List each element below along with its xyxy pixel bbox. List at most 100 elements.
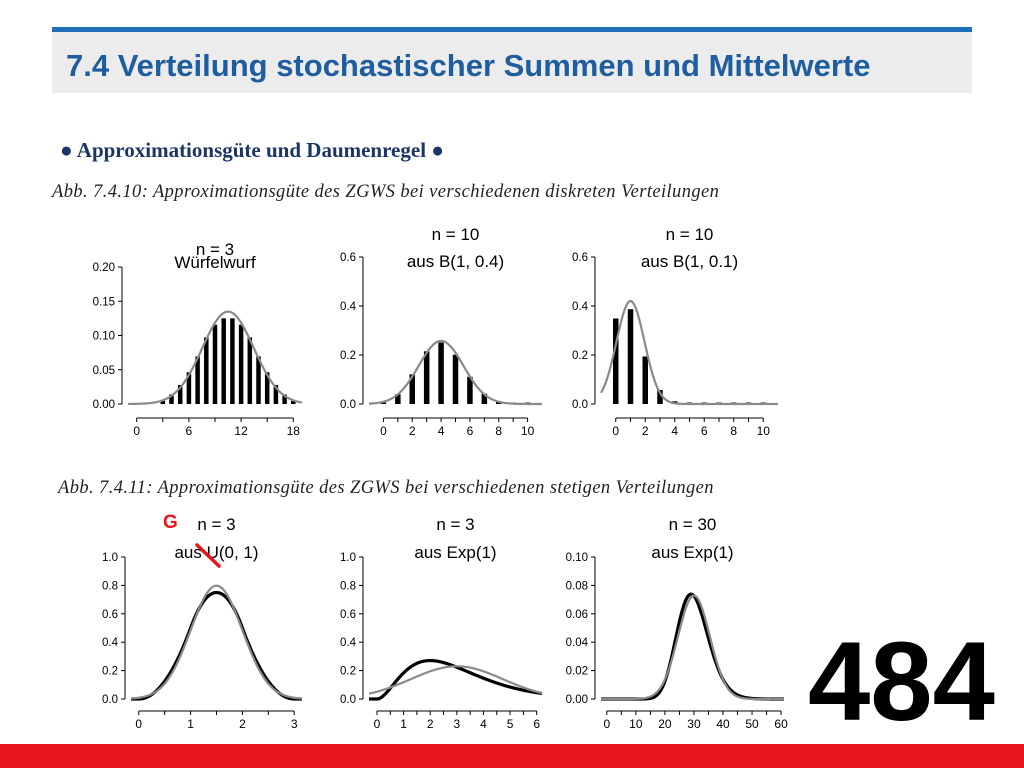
bar — [409, 374, 415, 404]
y-tick-label: 0.10 — [93, 331, 115, 343]
x-tick-label: 20 — [658, 717, 672, 731]
chart-title-dist: aus U(0, 1) — [174, 543, 258, 562]
x-tick-label: 0 — [380, 424, 387, 438]
bar — [395, 394, 401, 404]
bar — [195, 356, 200, 404]
caption-discrete: Abb. 7.4.10: Approximationsgüte des ZGWS… — [52, 182, 720, 202]
bar — [438, 342, 444, 404]
chart-panel-6: n = 30 aus Exp(1) 0.00 0.02 0.04 0.06 0.08 0.10… — [566, 515, 788, 731]
section-subtitle: ● Approximationsgüte und Daumenregel ● — [60, 138, 444, 162]
x-tick-label: 6 — [186, 424, 193, 438]
footer-bar — [0, 744, 1024, 768]
x-tick-label: 2 — [642, 424, 649, 438]
normal-approximation-curve — [368, 665, 543, 695]
x-tick-label: 3 — [453, 717, 460, 731]
chart-title-dist: aus Exp(1) — [414, 543, 496, 562]
y-tick-label: 0.4 — [340, 301, 357, 313]
y-tick-label: 0.4 — [340, 637, 357, 649]
x-tick-label: 10 — [629, 717, 643, 731]
normal-approximation-curve — [130, 584, 303, 700]
bar — [423, 351, 430, 404]
y-tick-label: 0.6 — [102, 609, 118, 621]
caption-continuous: Abb. 7.4.11: Approximationsgüte des ZGWS… — [58, 478, 714, 498]
x-tick-label: 2 — [427, 717, 434, 731]
y-tick-label: 0.8 — [340, 580, 356, 592]
x-tick-label: 6 — [467, 424, 474, 438]
annotation-slash — [195, 543, 221, 568]
bar — [657, 390, 663, 404]
chart-panel-4: n = 3 aus U(0, 1) 0.0 0.2 0.4 0.6 0.8 1.0 0 1 2 3 — [102, 515, 303, 731]
y-tick-label: 0.02 — [566, 666, 588, 678]
x-tick-label: 40 — [716, 717, 730, 731]
x-tick-label: 18 — [287, 424, 301, 438]
bar — [247, 337, 253, 404]
x-tick-label: 6 — [533, 717, 540, 731]
annotation-stroke — [195, 543, 221, 568]
x-tick-label: 1 — [187, 717, 194, 731]
bar — [212, 324, 218, 404]
chart-panel-2: n = 10 aus B(1, 0.4) 0.0 0.2 0.4 0.6 0 2 4 6 8 10 — [340, 225, 542, 438]
normal-approximation-curve — [600, 299, 778, 406]
x-tick-label: 4 — [480, 717, 487, 731]
y-tick-label: 0.2 — [572, 350, 588, 362]
x-tick-label: 2 — [409, 424, 416, 438]
y-tick-label: 0.6 — [572, 252, 588, 264]
x-tick-label: 30 — [687, 717, 701, 731]
x-tick-label: 60 — [774, 717, 788, 731]
y-tick-label: 0.2 — [340, 350, 356, 362]
bar — [613, 318, 619, 404]
x-tick-label: 5 — [507, 717, 514, 731]
normal-approximation-curve — [601, 594, 784, 701]
bar — [380, 402, 387, 404]
y-tick-label: 0.00 — [93, 399, 115, 411]
y-tick-label: 0.06 — [566, 609, 588, 621]
y-tick-label: 0.15 — [93, 296, 115, 308]
y-tick-label: 0.0 — [102, 694, 118, 706]
x-tick-label: 0 — [603, 717, 610, 731]
x-tick-label: 2 — [239, 717, 246, 731]
bar — [291, 400, 296, 404]
bar — [169, 394, 174, 404]
y-tick-label: 0.04 — [566, 637, 589, 649]
y-tick-label: 0.4 — [572, 301, 589, 313]
chart-title-dist: aus Exp(1) — [651, 543, 733, 562]
y-tick-label: 0.6 — [340, 609, 356, 621]
x-tick-label: 4 — [671, 424, 678, 438]
y-tick-label: 0.6 — [340, 252, 356, 264]
y-tick-label: 0.0 — [572, 399, 588, 411]
x-tick-label: 8 — [730, 424, 737, 438]
bar — [642, 356, 648, 404]
x-tick-label: 8 — [495, 424, 502, 438]
chart-title-n: n = 10 — [432, 225, 480, 244]
bar — [204, 337, 209, 404]
slide-number: 484 — [808, 619, 995, 744]
y-tick-label: 0.4 — [102, 637, 119, 649]
chart-title-dist: aus B(1, 0.4) — [407, 252, 504, 271]
x-tick-label: 50 — [745, 717, 759, 731]
x-tick-label: 0 — [133, 424, 140, 438]
y-tick-label: 0.08 — [566, 580, 588, 592]
bar — [627, 309, 634, 404]
x-tick-label: 0 — [374, 717, 381, 731]
normal-approximation-curve — [368, 339, 542, 406]
chart-title-dist: Würfelwurf — [174, 253, 256, 272]
chart-title-n: n = 10 — [666, 225, 714, 244]
normal-approximation-curve — [127, 310, 303, 406]
y-tick-label: 0.00 — [566, 694, 588, 706]
bar — [186, 372, 192, 404]
y-tick-label: 1.0 — [340, 552, 356, 564]
y-tick-label: 0.0 — [340, 694, 356, 706]
bar — [230, 318, 235, 404]
x-tick-label: 0 — [612, 424, 619, 438]
x-tick-label: 4 — [438, 424, 445, 438]
y-tick-label: 0.20 — [93, 262, 115, 274]
x-tick-label: 10 — [757, 424, 771, 438]
bar — [221, 318, 226, 404]
x-tick-label: 1 — [400, 717, 407, 731]
x-tick-label: 10 — [521, 424, 535, 438]
chart-title-n: n = 30 — [669, 515, 717, 534]
y-tick-label: 0.0 — [340, 399, 356, 411]
x-tick-label: 0 — [135, 717, 142, 731]
bar — [238, 324, 244, 404]
